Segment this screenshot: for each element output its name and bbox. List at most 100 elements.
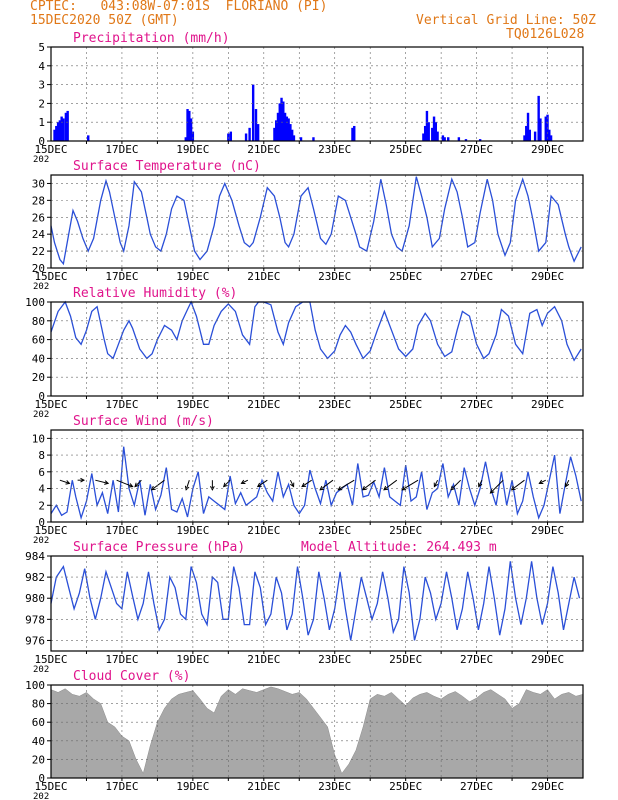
wind-vector [59, 479, 70, 484]
x-year-label: 202 [33, 792, 49, 800]
precip-bar [425, 110, 429, 141]
wind-vector [319, 479, 334, 491]
x-tick-label: 23DEC [318, 653, 351, 666]
x-tick-label: 25DEC [389, 780, 422, 793]
precip-bar [443, 137, 446, 141]
precip-bar [244, 133, 248, 141]
y-tick-label: 0 [38, 516, 45, 529]
x-tick-label: 23DEC [318, 398, 351, 411]
plot-frame [50, 174, 584, 269]
y-tick-label: 26 [32, 211, 45, 224]
y-tick-label: 100 [25, 679, 45, 692]
series-line [50, 561, 581, 641]
precip-bar [539, 118, 542, 141]
wind-vector [450, 479, 461, 491]
precip-bar [431, 127, 434, 141]
x-tick-label: 17DEC [105, 270, 138, 283]
x-tick-label: 17DEC [105, 524, 138, 537]
x-tick-label: 19DEC [176, 524, 209, 537]
x-tick-label: 15DEC [34, 143, 67, 156]
x-tick-label: 17DEC [105, 653, 138, 666]
y-tick-label: 80 [32, 315, 45, 328]
y-tick-label: 0 [38, 772, 45, 785]
precip-bar [278, 103, 281, 141]
wind-vector [185, 480, 190, 490]
y-tick-label: 0 [38, 390, 45, 403]
x-year-label: 202 [33, 155, 49, 165]
panel-title: Cloud Cover (%) [73, 669, 190, 684]
wind-vector-head [240, 479, 246, 485]
precip-bar [525, 125, 528, 141]
precip-bar [189, 118, 193, 141]
wind-vector [433, 479, 439, 487]
x-tick-label: 23DEC [318, 780, 351, 793]
wind-vector [337, 479, 355, 491]
precip-bar [544, 116, 547, 141]
x-tick-label: 27DEC [460, 524, 493, 537]
x-tick-label: 29DEC [531, 143, 564, 156]
x-tick-label: 19DEC [176, 143, 209, 156]
x-tick-label: 21DEC [247, 780, 280, 793]
precip-bar [292, 135, 296, 141]
wind-vector [565, 479, 570, 487]
precip-bar [53, 129, 56, 141]
y-tick-label: 28 [32, 194, 45, 207]
x-tick-label: 25DEC [389, 143, 422, 156]
x-year-label: 202 [33, 410, 49, 420]
y-tick-label: 4 [38, 60, 45, 73]
x-tick-label: 21DEC [247, 653, 280, 666]
x-tick-label: 19DEC [176, 270, 209, 283]
precip-bar [229, 131, 233, 141]
precip-bar [436, 131, 439, 141]
precip-bar [299, 137, 303, 141]
x-tick-label: 15DEC [34, 780, 67, 793]
y-tick-label: 2 [38, 499, 45, 512]
wind-vector-head [337, 486, 343, 491]
y-tick-label: 984 [25, 550, 45, 563]
wind-vector [539, 479, 546, 484]
x-tick-label: 29DEC [531, 653, 564, 666]
precip-bar [283, 112, 287, 141]
wind-vector-head [433, 482, 438, 488]
wind-vector-head [256, 482, 262, 488]
precip-bar [188, 110, 191, 141]
x-tick-label: 15DEC [34, 398, 67, 411]
wind-vector-head [564, 482, 570, 488]
wind-vector-head [210, 486, 215, 491]
y-tick-label: 980 [25, 592, 45, 605]
y-tick-label: 60 [32, 334, 45, 347]
precip-bar [289, 124, 292, 141]
series-line [50, 176, 582, 266]
header-datetime: 15DEC2020 50Z (GMT) [30, 13, 179, 28]
wind-vector-head [80, 477, 86, 483]
wind-vector [223, 479, 231, 487]
plot-area [51, 47, 583, 141]
precip-bar [285, 116, 289, 141]
wind-vector-head [184, 485, 190, 491]
precip-bar [56, 122, 60, 141]
precip-bar [523, 135, 526, 141]
precip-bar [254, 109, 258, 141]
x-tick-label: 27DEC [460, 270, 493, 283]
precip-bar [60, 116, 63, 141]
y-tick-label: 60 [32, 716, 45, 729]
y-tick-label: 20 [32, 753, 45, 766]
wind-vector-head [65, 480, 71, 485]
header-grid-line: Vertical Grid Line: 50Z [416, 13, 597, 28]
precip-bar [312, 137, 315, 141]
x-tick-label: 23DEC [318, 143, 351, 156]
y-tick-label: 20 [32, 262, 45, 275]
precip-bar [251, 84, 255, 141]
wind-vector [478, 479, 483, 487]
panel-title: Surface Wind (m/s) [73, 414, 214, 429]
x-tick-label: 29DEC [531, 780, 564, 793]
y-tick-label: 22 [32, 245, 45, 258]
precip-bar [64, 112, 68, 141]
y-tick-label: 40 [32, 735, 45, 748]
wind-vector [241, 479, 249, 484]
wind-vector [401, 479, 419, 491]
x-tick-label: 17DEC [105, 780, 138, 793]
precip-bar [290, 129, 294, 141]
x-year-label: 202 [33, 282, 49, 292]
